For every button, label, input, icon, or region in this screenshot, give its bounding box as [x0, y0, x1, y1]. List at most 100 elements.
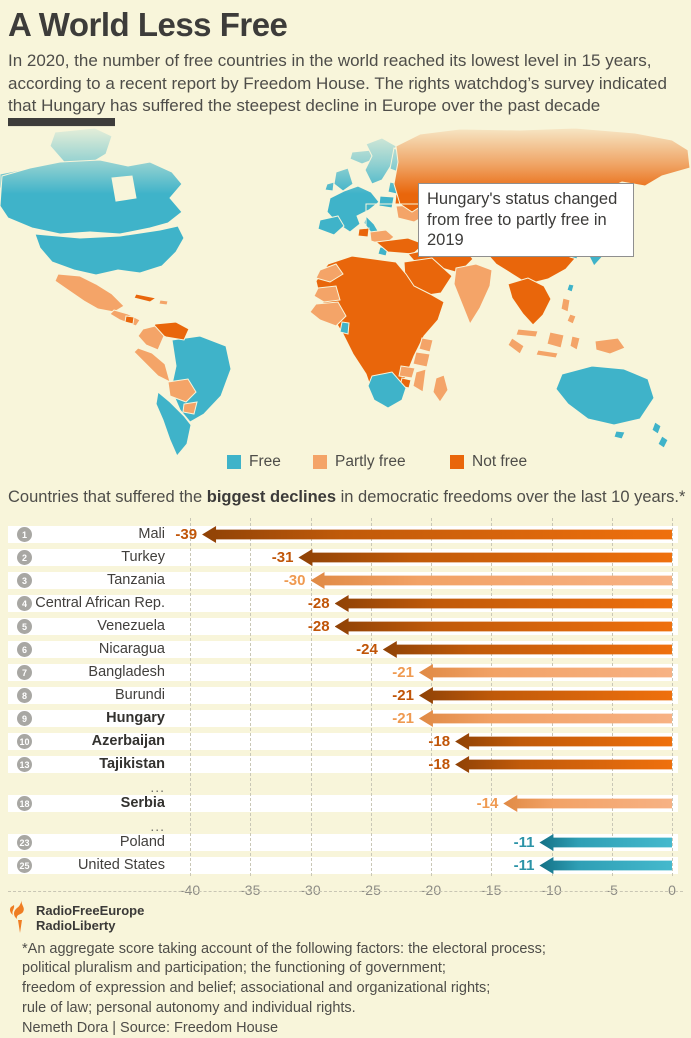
- footnote: *An aggregate score taking account of th…: [22, 940, 683, 1038]
- map-bolivia: [167, 378, 197, 403]
- decline-bar-notfree: [455, 756, 672, 773]
- map-mexico: [54, 273, 125, 313]
- country-label: United States: [77, 857, 165, 873]
- map-central-america: [109, 309, 141, 327]
- legend-swatch-free: [227, 454, 241, 469]
- rank-badge: 7: [17, 665, 32, 680]
- map-new-guinea: [594, 337, 626, 355]
- map-colombia: [137, 325, 165, 351]
- rank-badge: 13: [17, 757, 32, 772]
- country-label: Tajikistan: [99, 756, 165, 772]
- country-label: Poland: [119, 834, 165, 850]
- map-madagascar: [432, 374, 449, 403]
- value-label: -30: [283, 572, 306, 589]
- chart-heading: Countries that suffered the biggest decl…: [8, 488, 688, 507]
- country-label: Hungary: [106, 710, 165, 726]
- callout-connector-line: [365, 203, 418, 229]
- rank-badge: 10: [17, 734, 32, 749]
- map-africa-base: [315, 255, 445, 405]
- map-top-fade: [0, 126, 691, 194]
- legend-item-partly: Partly free: [313, 452, 406, 470]
- decline-bar-notfree: [455, 733, 672, 750]
- map-hungary: [357, 227, 370, 238]
- grid-line: [310, 518, 312, 876]
- decline-bar-partly: [503, 795, 672, 812]
- page-subtitle: In 2020, the number of free countries in…: [8, 51, 667, 116]
- grid-line: [370, 518, 372, 876]
- grid-line: [190, 518, 191, 876]
- map-ghana: [339, 321, 350, 335]
- value-label: -21: [392, 664, 414, 681]
- map-mauritania: [313, 285, 341, 303]
- map-usa: [34, 225, 185, 276]
- chart-row-band: [8, 834, 678, 851]
- logo-line2: RadioLiberty: [36, 918, 116, 934]
- rank-badge: 1: [17, 527, 32, 542]
- map-morocco: [315, 263, 344, 283]
- map-cuba: [133, 293, 158, 303]
- map-caribbean: [158, 299, 169, 306]
- chart-row-band: [8, 526, 678, 543]
- map-mozambique: [412, 368, 427, 393]
- chart-row-band: [8, 687, 678, 704]
- decline-bar-partly: [418, 710, 672, 727]
- chart-row-band: [8, 595, 678, 612]
- page-title: A World Less Free: [8, 6, 288, 43]
- grid-line: [551, 518, 553, 876]
- map-tasmania: [613, 430, 626, 440]
- chart-row-band: [8, 664, 678, 681]
- chart-row-band: [8, 857, 678, 874]
- map-west-africa: [309, 301, 347, 327]
- map-sumatra: [507, 337, 525, 355]
- rank-badge: 23: [17, 835, 32, 850]
- map-philippines: [560, 297, 571, 313]
- rank-badge: 2: [17, 550, 32, 565]
- country-label: Serbia: [120, 795, 165, 811]
- rank-badge: 4: [17, 596, 32, 611]
- legend-swatch-partly: [313, 454, 327, 469]
- value-label: -11: [513, 834, 535, 851]
- rank-badge: 5: [17, 619, 32, 634]
- logo: RadioFreeEurope RadioLiberty: [8, 899, 683, 934]
- chart-heading-post: in democratic freedoms over the last 10 …: [336, 488, 686, 506]
- country-label: Bangladesh: [88, 664, 165, 680]
- world-map: [0, 126, 691, 457]
- decline-bar-partly: [310, 572, 672, 589]
- map-oceania: [555, 365, 669, 449]
- chart-row-band: [8, 756, 678, 773]
- map-argentina-chile: [155, 391, 192, 457]
- legend-label-notfree: Not free: [472, 452, 528, 470]
- map-borneo: [546, 331, 565, 349]
- grid-line: [672, 518, 673, 876]
- map-india: [453, 263, 493, 326]
- map-peru-ecuador: [133, 347, 171, 383]
- map-iberia: [317, 215, 345, 236]
- legend-label-partly: Partly free: [335, 452, 406, 470]
- map-new-zealand-south: [657, 435, 669, 449]
- value-label: -21: [392, 710, 414, 727]
- grid-line: [250, 518, 252, 876]
- value-label: -39: [175, 526, 198, 543]
- decline-bar-notfree: [382, 641, 672, 658]
- chart-row-band: [8, 710, 678, 727]
- legend-label-free: Free: [249, 452, 281, 470]
- country-label: Azerbaijan: [91, 733, 165, 749]
- rank-badge: 9: [17, 711, 32, 726]
- title-underline-bar: [8, 118, 115, 127]
- logo-line1: RadioFreeEurope: [36, 903, 145, 918]
- decline-bar-notfree: [334, 618, 672, 635]
- decline-bar-notfree: [298, 549, 672, 566]
- map-southern-africa: [367, 371, 407, 409]
- grid-line: [611, 518, 613, 876]
- decline-bar-notfree: [334, 595, 672, 612]
- chart-ellipsis-row: ...: [150, 779, 165, 795]
- chart-row-band: [8, 641, 678, 658]
- map-callout: Hungary's status changed from free to pa…: [418, 183, 634, 257]
- country-label: Mali: [138, 526, 165, 542]
- map-zambia: [398, 365, 416, 379]
- decline-bar-notfree: [418, 687, 672, 704]
- value-label: -21: [392, 687, 414, 704]
- map-tanzania: [412, 351, 431, 368]
- footnote-line: *An aggregate score taking account of th…: [22, 940, 546, 957]
- country-label: Nicaragua: [98, 641, 165, 657]
